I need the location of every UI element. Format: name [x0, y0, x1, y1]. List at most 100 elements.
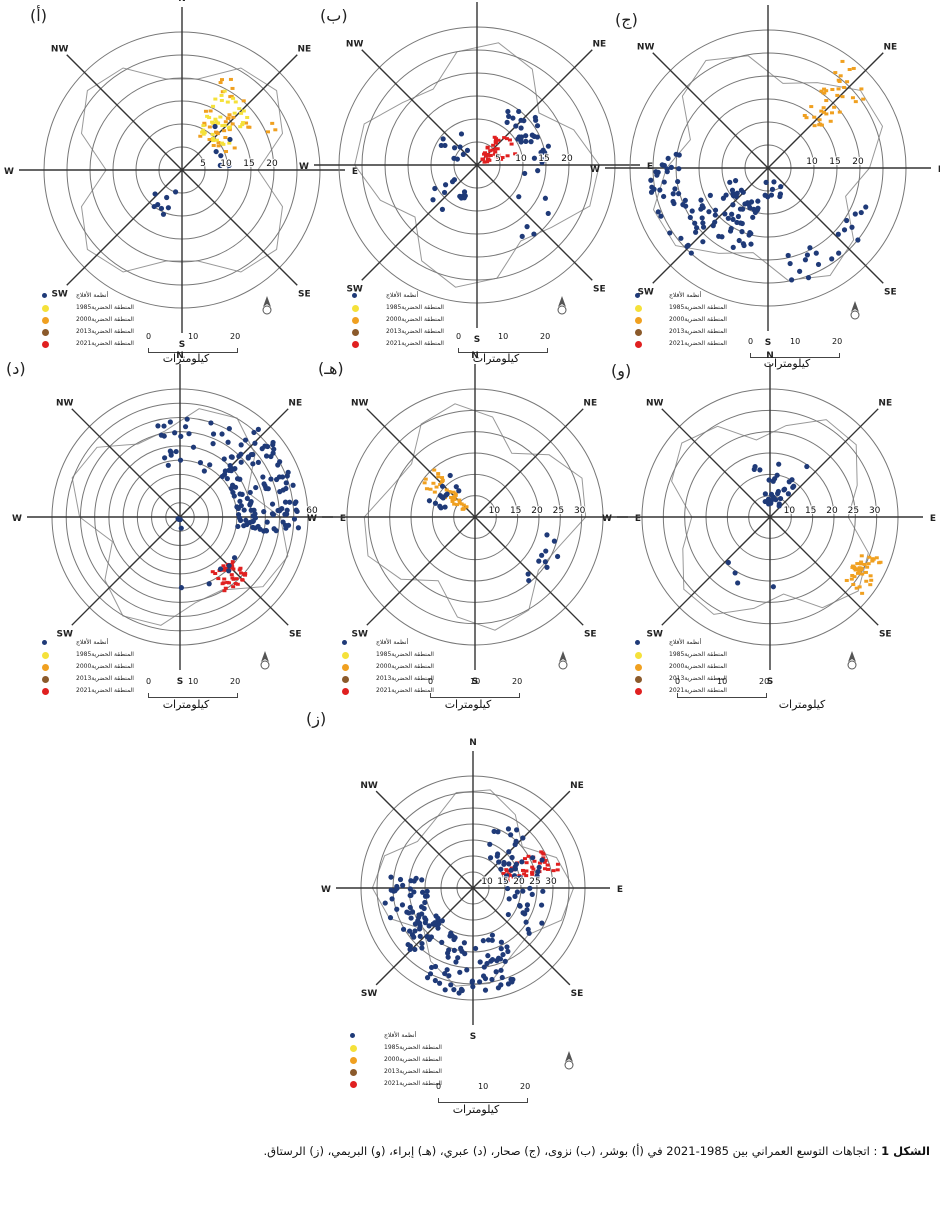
- falaj-point: [504, 944, 510, 950]
- scale-bar-line: [750, 353, 840, 358]
- legend-item: أنظمة الأفلاج: [635, 290, 745, 302]
- falaj-point: [399, 902, 406, 908]
- urban-area-patch: [447, 490, 452, 494]
- legend-label: أنظمة الأفلاج: [76, 639, 109, 646]
- legend-item: أنظمة الأفلاج: [352, 290, 462, 302]
- urban-area-patch: [542, 867, 547, 871]
- caption-figure-number: الشكل 1: [881, 1144, 930, 1158]
- urban-area-patch: [226, 581, 231, 585]
- direction-label-e: E: [938, 165, 940, 175]
- falaj-point: [228, 468, 234, 474]
- falaj-point: [740, 241, 746, 247]
- legend-swatch: [42, 688, 49, 695]
- scale-unit-label: كيلومترات: [444, 698, 492, 711]
- falaj-point: [849, 224, 855, 230]
- falaj-point: [201, 468, 207, 474]
- north-arrow-icon: [850, 301, 860, 320]
- urban-area-patch: [229, 573, 234, 577]
- urban-area-patch: [493, 140, 498, 144]
- falaj-point: [538, 902, 545, 908]
- map-legend: أنظمة الأفلاج المنطقة الحضرية1985 المنطقة …: [635, 637, 745, 697]
- direction-axis-se: [181, 169, 298, 286]
- direction-label-nw: NW: [346, 40, 364, 50]
- falaj-point: [247, 500, 254, 506]
- legend-item: المنطقة الحضرية2013: [635, 326, 745, 338]
- falaj-point: [409, 909, 416, 915]
- urban-area-patch: [219, 93, 224, 97]
- urban-area-patch: [444, 488, 449, 492]
- urban-area-patch: [867, 555, 872, 559]
- ring-distance-label: 15: [829, 157, 840, 167]
- urban-area-patch: [436, 475, 441, 479]
- urban-area-patch: [483, 154, 488, 158]
- urban-area-patch: [428, 487, 433, 491]
- legend-swatch: [635, 293, 640, 298]
- ring-distance-label: 15: [538, 154, 549, 164]
- falaj-point: [213, 148, 219, 155]
- direction-axis-se: [474, 516, 584, 626]
- urban-area-patch: [432, 468, 437, 472]
- legend-label: أنظمة الأفلاج: [669, 639, 702, 646]
- map-legend: أنظمة الأفلاج المنطقة الحضرية1985 المنطقة …: [42, 290, 152, 350]
- falaj-point: [791, 483, 797, 489]
- urban-area-patch: [495, 147, 500, 151]
- falaj-point: [451, 947, 457, 953]
- urban-area-patch: [221, 564, 226, 568]
- ring-distance-label: 15: [805, 506, 816, 516]
- falaj-point: [282, 499, 289, 505]
- falaj-point: [523, 138, 529, 144]
- falaj-point: [487, 841, 493, 847]
- urban-area-patch: [874, 556, 879, 560]
- falaj-point: [280, 487, 286, 493]
- falaj-point: [694, 225, 700, 231]
- falaj-point: [494, 958, 500, 964]
- north-arrow-head: [565, 1051, 573, 1062]
- falaj-point: [712, 219, 718, 225]
- falaj-point: [461, 189, 468, 195]
- legend-item: المنطقة الحضرية2013: [42, 673, 152, 685]
- urban-area-patch: [860, 572, 865, 576]
- falaj-point: [416, 914, 422, 921]
- ring-distance-label: 15: [497, 877, 508, 887]
- falaj-point: [295, 525, 302, 531]
- falaj-point: [255, 459, 261, 465]
- urban-area-patch: [457, 501, 462, 505]
- urban-area-patch: [229, 562, 234, 566]
- falaj-point: [532, 114, 538, 121]
- falaj-point: [518, 875, 524, 881]
- north-arrow-ring: [847, 660, 857, 670]
- falaj-point: [291, 516, 298, 522]
- falaj-point: [510, 115, 516, 121]
- falaj-point: [264, 519, 270, 525]
- direction-label-ne: NE: [288, 399, 302, 409]
- falaj-point: [427, 971, 434, 977]
- direction-label-nw: NW: [637, 43, 655, 53]
- north-arrow-head: [558, 296, 566, 307]
- falaj-point: [457, 969, 463, 975]
- urban-area-patch: [208, 109, 213, 113]
- urban-area-patch: [205, 114, 210, 118]
- urban-area-patch: [231, 585, 236, 589]
- direction-label-se: SE: [879, 629, 892, 639]
- map-legend: أنظمة الأفلاج المنطقة الحضرية1985 المنطقة …: [350, 1030, 460, 1090]
- urban-area-patch: [850, 96, 855, 100]
- falaj-point: [212, 123, 218, 130]
- falaj-point: [419, 940, 425, 947]
- urban-area-patch: [440, 480, 445, 484]
- urban-area-patch: [830, 88, 835, 92]
- falaj-point: [426, 923, 432, 929]
- falaj-point: [776, 461, 782, 467]
- legend-swatch: [635, 664, 642, 671]
- falaj-point: [505, 911, 511, 918]
- urban-area-patch: [230, 122, 235, 126]
- falaj-point: [789, 277, 795, 283]
- falaj-point: [167, 419, 173, 425]
- falaj-point: [503, 879, 510, 885]
- direction-axis-ne: [769, 408, 879, 518]
- falaj-point: [531, 155, 538, 161]
- falaj-point: [661, 179, 667, 185]
- falaj-point: [712, 207, 719, 213]
- urban-area-patch: [865, 565, 870, 569]
- urban-area-patch: [493, 141, 498, 145]
- falaj-point: [430, 197, 436, 203]
